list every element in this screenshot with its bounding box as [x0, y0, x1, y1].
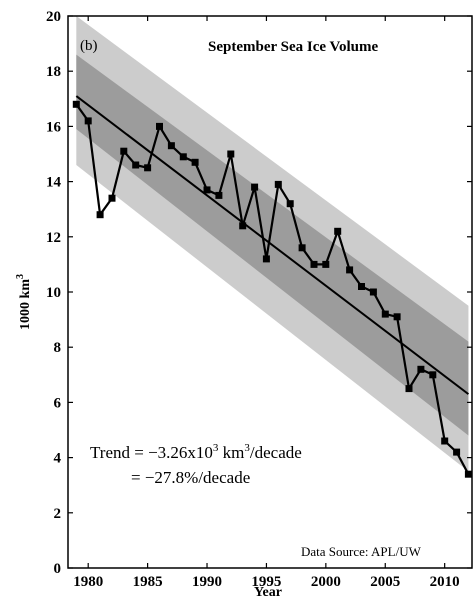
data-point	[144, 164, 152, 172]
data-point	[310, 260, 318, 268]
y-tick-label: 20	[46, 9, 61, 25]
data-point	[393, 313, 401, 321]
data-point	[239, 222, 247, 230]
trend-annotation-line2: = −27.8%/decade	[131, 468, 250, 487]
series-line	[75, 103, 470, 475]
data-point	[215, 191, 223, 199]
x-tick-label: 2000	[311, 574, 341, 590]
data-point	[286, 200, 294, 208]
x-tick-label: 1985	[133, 574, 163, 590]
data-point	[358, 283, 365, 290]
chart-title: September Sea Ice Volume	[208, 39, 378, 55]
data-point	[334, 227, 342, 235]
y-tick-label: 2	[54, 506, 62, 522]
y-tick-label: 14	[46, 175, 62, 191]
y-tick-label: 8	[54, 340, 62, 356]
data-point	[369, 288, 377, 296]
data-point	[417, 365, 425, 373]
data-point	[167, 142, 175, 150]
data-source-label: Data Source: APL/UW	[301, 544, 422, 559]
y-axis-label: 1000 km3	[15, 274, 33, 330]
data-point	[96, 211, 104, 219]
data-point	[132, 161, 140, 169]
x-tick-label: 2005	[370, 574, 400, 590]
data-point	[464, 470, 472, 478]
data-series-group	[72, 100, 472, 478]
data-point	[156, 122, 163, 130]
data-point	[274, 180, 282, 188]
y-tick-label: 4	[54, 451, 62, 467]
data-point	[298, 244, 306, 252]
data-point	[120, 147, 128, 155]
data-point	[72, 100, 80, 108]
data-point	[322, 260, 330, 268]
data-point	[191, 158, 199, 166]
data-point	[453, 448, 461, 456]
y-tick-label: 10	[46, 285, 61, 301]
data-point	[108, 194, 116, 202]
y-tick-label: 0	[54, 561, 62, 577]
data-point	[262, 255, 270, 263]
panel-label: (b)	[80, 38, 98, 54]
trend-line	[75, 95, 470, 395]
trend-line-group	[75, 95, 470, 395]
uncertainty-bands	[76, 16, 469, 472]
axes-group: 0 2 4 6 8 10 12 14 16 18 20 1980 1985 1990 1995 2000 200…	[46, 9, 473, 590]
data-point	[346, 266, 354, 274]
x-tick-label: 1980	[73, 574, 103, 590]
data-point	[429, 371, 437, 379]
data-point	[251, 183, 259, 191]
data-point	[381, 310, 389, 318]
y-tick-label: 16	[46, 119, 62, 135]
x-axis-label: Year	[254, 585, 282, 598]
x-tick-label: 1990	[192, 574, 222, 590]
data-point	[203, 186, 211, 194]
data-point	[227, 150, 235, 158]
x-tick-label: 1995	[251, 574, 281, 590]
data-point	[405, 385, 413, 393]
data-point	[84, 117, 92, 125]
trend-annotation-line1: Trend = −3.26x103 km3/decade	[90, 442, 302, 462]
x-tick-label: 2010	[430, 574, 460, 590]
y-tick-label: 18	[46, 64, 61, 80]
data-point	[179, 153, 187, 161]
y-tick-label: 12	[46, 230, 61, 246]
y-tick-label: 6	[54, 395, 62, 411]
data-point	[441, 437, 449, 445]
